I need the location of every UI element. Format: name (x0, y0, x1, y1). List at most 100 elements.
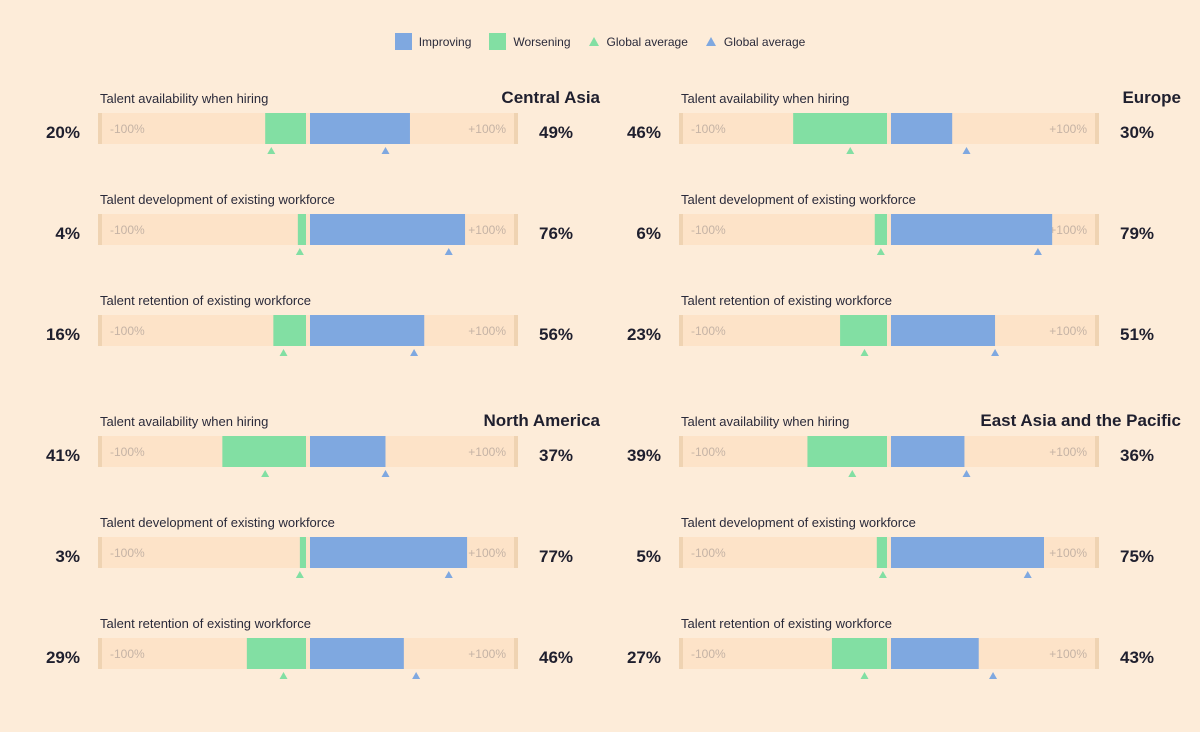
axis-max-label: +100% (1049, 546, 1087, 560)
global-average-worsening-marker (267, 147, 276, 154)
improving-value-label: 76% (539, 224, 574, 243)
track-right-edge (514, 436, 518, 467)
track-left-edge (98, 315, 102, 346)
track-right-edge (1095, 113, 1099, 144)
metric-row: Talent development of existing workforce… (621, 192, 1181, 287)
metric-row: Talent retention of existing workforce 29… (40, 616, 600, 711)
worsening-value-label: 46% (626, 123, 661, 142)
improving-bar (310, 436, 386, 467)
metric-label: Talent development of existing workforce (100, 515, 335, 530)
improving-bar (310, 315, 425, 346)
track-right-edge (1095, 214, 1099, 245)
chart-legend: Improving Worsening Global average Globa… (0, 33, 1200, 50)
legend-item-global-avg-improving: Global average (705, 34, 806, 49)
worsening-bar (840, 315, 887, 346)
axis-max-label: +100% (468, 546, 506, 560)
legend-item-improving: Improving (394, 33, 471, 50)
worsening-bar (831, 638, 887, 669)
axis-min-label: -100% (110, 223, 145, 237)
global-average-worsening-marker (846, 147, 855, 154)
bar-track (98, 113, 518, 144)
metric-row: Talent retention of existing workforce 23… (621, 293, 1181, 388)
improving-bar (891, 436, 965, 467)
region-title: Central Asia (501, 88, 600, 107)
axis-max-label: +100% (468, 223, 506, 237)
green-triangle-icon (588, 37, 599, 46)
worsening-value-label: 3% (55, 547, 80, 566)
legend-item-worsening: Worsening (489, 33, 571, 50)
global-average-improving-marker (444, 571, 453, 578)
worsening-value-label: 16% (45, 325, 80, 344)
improving-bar (310, 113, 410, 144)
worsening-swatch (489, 33, 507, 50)
axis-max-label: +100% (468, 445, 506, 459)
bar-track (679, 638, 1099, 669)
metric-row: Talent availability when hiring 20% 49% -10… (40, 91, 600, 186)
global-average-improving-marker (962, 470, 971, 477)
track-left-edge (98, 436, 102, 467)
improving-value-label: 79% (1120, 224, 1155, 243)
legend-label-global-avg-improving: Global average (723, 34, 806, 49)
global-average-worsening-marker (878, 571, 887, 578)
bar-track (98, 315, 518, 346)
region-title: North America (483, 411, 600, 430)
track-right-edge (514, 537, 518, 568)
axis-min-label: -100% (691, 324, 726, 338)
improving-bar (891, 113, 953, 144)
global-average-improving-marker (410, 349, 419, 356)
worsening-bar (793, 113, 887, 144)
axis-max-label: +100% (1049, 445, 1087, 459)
blue-triangle-icon (705, 37, 716, 46)
track-right-edge (1095, 537, 1099, 568)
diverging-bar-chart: -100% +100% (679, 638, 1099, 679)
global-average-worsening-marker (261, 470, 270, 477)
axis-min-label: -100% (110, 546, 145, 560)
track-left-edge (679, 113, 683, 144)
axis-min-label: -100% (110, 122, 145, 136)
improving-value-label: 51% (1120, 325, 1155, 344)
improving-value-label: 43% (1120, 648, 1155, 667)
bar-track (98, 436, 518, 467)
improving-value-label: 49% (539, 123, 574, 142)
global-average-worsening-marker (279, 672, 288, 679)
metric-label: Talent retention of existing workforce (681, 616, 892, 631)
track-left-edge (98, 214, 102, 245)
improving-bar (310, 638, 404, 669)
worsening-value-label: 41% (45, 446, 80, 465)
global-average-worsening-marker (860, 349, 869, 356)
region-title: East Asia and the Pacific (980, 411, 1181, 430)
worsening-value-label: 4% (55, 224, 80, 243)
metric-label: Talent development of existing workforce (100, 192, 335, 207)
track-right-edge (514, 113, 518, 144)
bar-track (98, 638, 518, 669)
track-left-edge (679, 315, 683, 346)
diverging-bar-chart: -100% +100% (98, 214, 518, 255)
global-average-improving-marker (989, 672, 998, 679)
axis-max-label: +100% (1049, 647, 1087, 661)
metric-row: Talent retention of existing workforce 16… (40, 293, 600, 388)
track-left-edge (98, 113, 102, 144)
track-right-edge (514, 214, 518, 245)
improving-value-label: 77% (539, 547, 574, 566)
legend-item-global-avg-worsening: Global average (588, 35, 688, 49)
global-average-worsening-marker (279, 349, 288, 356)
track-right-edge (1095, 315, 1099, 346)
track-left-edge (98, 537, 102, 568)
axis-min-label: -100% (691, 122, 726, 136)
metric-label: Talent retention of existing workforce (681, 293, 892, 308)
metric-label: Talent development of existing workforce (681, 515, 916, 530)
metric-row: Talent development of existing workforce… (621, 515, 1181, 610)
diverging-bar-chart: -100% +100% (98, 537, 518, 578)
worsening-value-label: 29% (45, 648, 80, 667)
metric-row: Talent retention of existing workforce 27… (621, 616, 1181, 711)
worsening-value-label: 27% (626, 648, 661, 667)
worsening-bar (874, 214, 887, 245)
track-left-edge (679, 214, 683, 245)
improving-swatch (394, 33, 412, 50)
improving-bar (891, 214, 1053, 245)
diverging-bar-chart: -100% +100% (98, 436, 518, 477)
diverging-bar-chart: -100% +100% (679, 214, 1099, 255)
diverging-bar-chart: -100% +100% (679, 113, 1099, 154)
diverging-bar-chart: -100% +100% (98, 113, 518, 154)
